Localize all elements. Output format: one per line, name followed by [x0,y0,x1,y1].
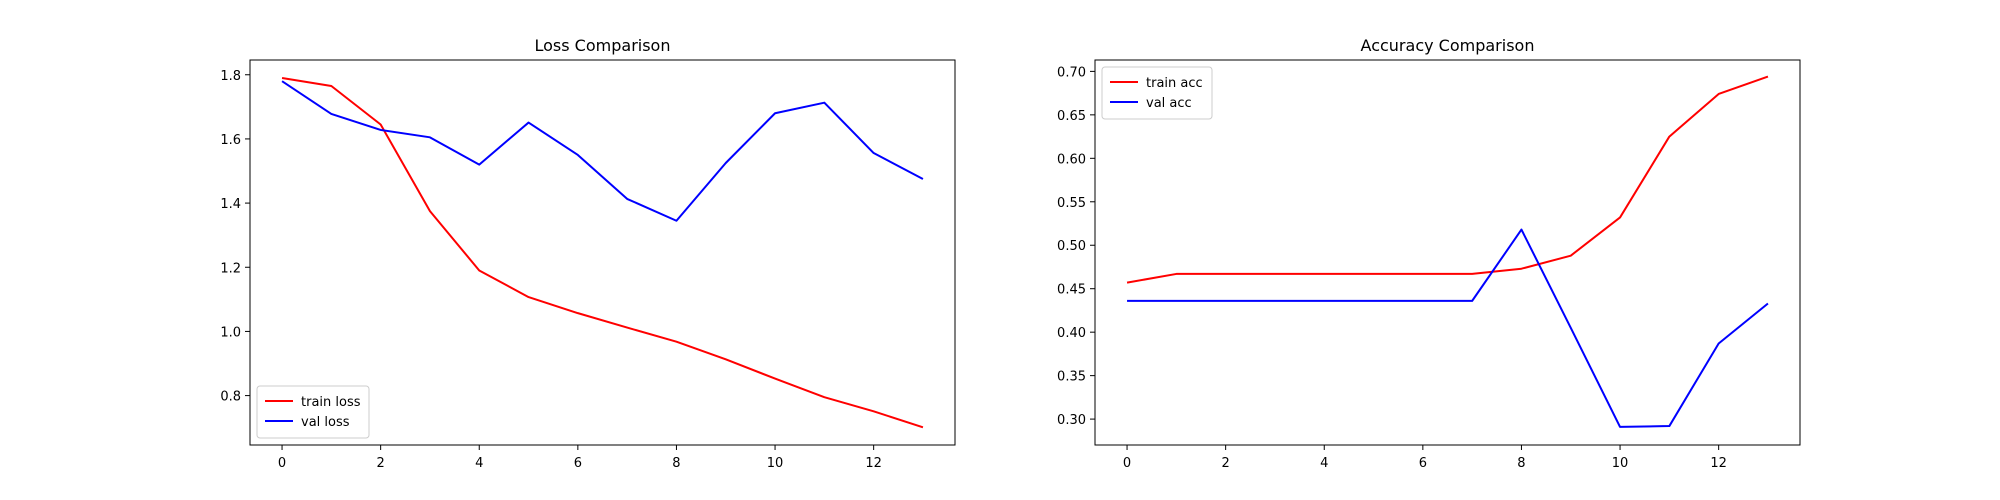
y-tick-label: 0.60 [1057,152,1086,167]
chart-title: Accuracy Comparison [1361,36,1535,55]
y-tick-label: 1.8 [220,69,241,84]
legend: train loss val loss [256,385,370,439]
series-line-train-loss [281,76,924,429]
y-tick-label: 0.70 [1057,65,1086,80]
x-tick-label: 8 [672,456,680,471]
y-tick-label: 0.40 [1057,326,1086,341]
x-tick-label: 4 [1320,456,1328,471]
legend-box [256,385,370,439]
series-line-val-loss [281,80,924,222]
plot-frame [249,59,956,446]
x-tick-label: 4 [475,456,483,471]
legend-box [1101,66,1213,120]
chart-2: Accuracy Comparison 0 2 4 6 8 10 12 0.30 0.35 0.40… [1057,36,1801,471]
y-tick-label: 0.45 [1057,283,1086,298]
x-tick-label: 2 [1222,456,1230,471]
series-line-train-acc [1126,75,1769,284]
x-tick-label: 12 [1710,456,1727,471]
x-tick-label: 10 [1612,456,1629,471]
chart-1: Loss Comparison 0 2 4 6 8 10 12 0.8 1.0 1.2 1.4 1.6 1… [220,36,956,471]
x-tick-label: 8 [1517,456,1525,471]
chart-title: Loss Comparison [535,36,671,55]
plot-frame [1094,59,1801,446]
y-tick-label: 0.50 [1057,239,1086,254]
legend-label: val loss [301,415,350,430]
y-tick-label: 0.35 [1057,370,1086,385]
y-tick-label: 0.30 [1057,413,1086,428]
y-tick-label: 0.65 [1057,109,1086,124]
y-tick-label: 1.0 [220,325,241,340]
legend-label: train loss [301,395,361,410]
legend-label: train acc [1146,76,1203,91]
y-tick-label: 1.2 [220,261,241,276]
legend-label: val acc [1146,96,1192,111]
x-tick-label: 0 [1123,456,1131,471]
y-tick-label: 0.55 [1057,196,1086,211]
x-tick-label: 2 [377,456,385,471]
x-tick-label: 6 [574,456,582,471]
legend: train acc val acc [1101,66,1213,120]
x-tick-label: 10 [767,456,784,471]
y-tick-label: 1.4 [220,197,241,212]
series-line-val-acc [1127,228,1769,428]
y-tick-label: 0.8 [220,390,241,405]
x-tick-label: 0 [278,456,286,471]
y-tick-label: 1.6 [220,133,241,148]
x-tick-label: 6 [1419,456,1427,471]
x-tick-label: 12 [865,456,882,471]
